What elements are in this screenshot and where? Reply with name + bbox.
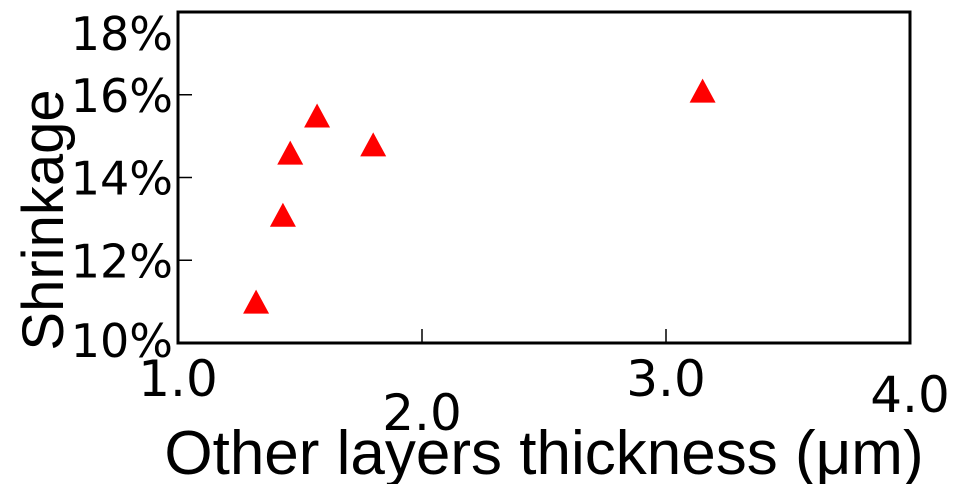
x-tick-label: 4.0 (870, 366, 950, 424)
y-tick-label: 16% (71, 69, 173, 123)
y-tick-label: 14% (71, 152, 173, 206)
data-point-triangle (243, 289, 270, 314)
plot-frame (176, 10, 912, 345)
y-tick-label: 12% (71, 234, 173, 288)
data-point-triangle (304, 103, 331, 128)
y-tick-label: 18% (71, 7, 173, 61)
x-tick-label: 3.0 (626, 350, 706, 408)
y-axis: 10% 12% 14% 16% 18% (71, 7, 192, 368)
x-axis: 1.0 2.0 3.0 4.0 (138, 329, 950, 442)
x-axis-title: Other layers thickness (μm) (164, 419, 923, 484)
y-axis-title: Shrinkage (11, 89, 76, 350)
data-point-triangle (360, 132, 387, 157)
y-tick-label: 10% (71, 314, 173, 368)
x-tick-label: 1.0 (138, 350, 218, 408)
data-point-triangle (689, 78, 716, 103)
x-tick-label: 2.0 (382, 384, 462, 442)
data-point-triangle (269, 202, 296, 227)
data-point-triangle (277, 140, 304, 165)
data-points (243, 78, 716, 314)
